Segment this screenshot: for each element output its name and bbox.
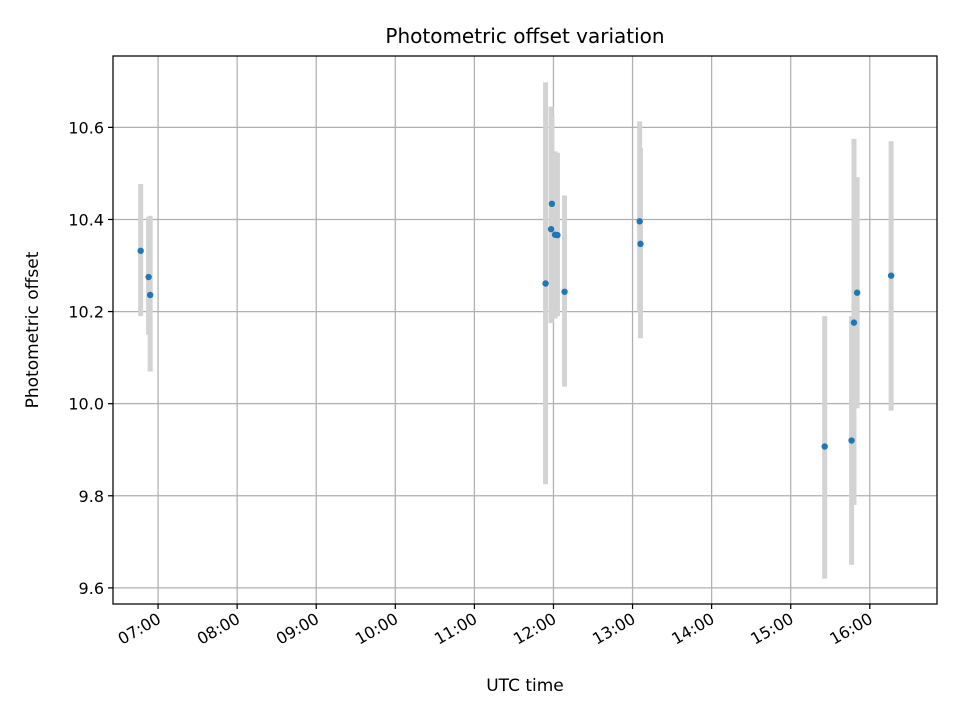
- data-point: [853, 289, 861, 296]
- data-point: [548, 200, 556, 208]
- y-tick-label: 10.2: [68, 303, 104, 322]
- data-point: [146, 291, 154, 299]
- y-axis-label: Photometric offset: [23, 251, 43, 408]
- data-point: [850, 319, 858, 326]
- data-points: [137, 200, 895, 450]
- chart-title: Photometric offset variation: [385, 24, 664, 48]
- plot-frame: [112, 55, 938, 605]
- data-point: [637, 240, 644, 248]
- data-point: [848, 437, 855, 444]
- data-point: [145, 273, 152, 281]
- data-point: [636, 218, 643, 225]
- data-point: [542, 280, 549, 287]
- data-point: [547, 225, 555, 233]
- y-tick-label: 9.6: [79, 579, 104, 598]
- data-point: [137, 247, 144, 254]
- y-tick-label: 10.0: [68, 395, 104, 414]
- data-point: [554, 231, 561, 239]
- data-point: [887, 272, 895, 279]
- y-tick-label: 10.4: [68, 210, 104, 229]
- data-point: [561, 288, 568, 295]
- y-tick-label: 9.8: [79, 487, 104, 506]
- x-axis-label: UTC time: [486, 676, 564, 696]
- data-point: [821, 443, 828, 450]
- y-tick-label: 10.6: [68, 118, 104, 137]
